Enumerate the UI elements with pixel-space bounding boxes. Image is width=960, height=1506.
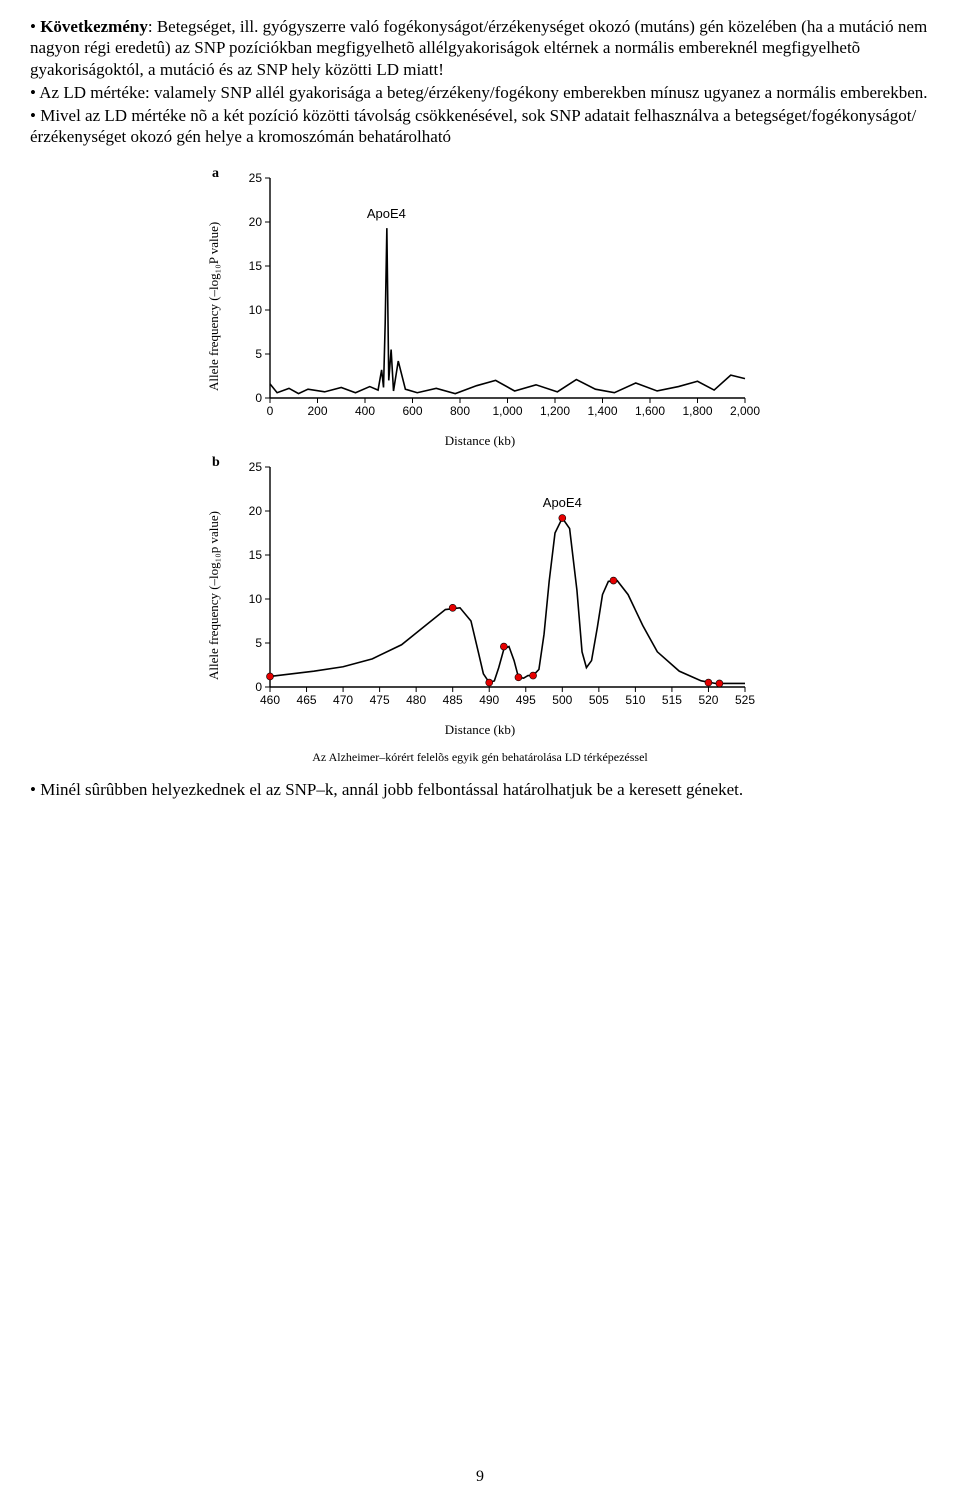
chart-a-xlabel: Distance (kb): [200, 433, 760, 449]
svg-text:460: 460: [260, 693, 280, 707]
page-number: 9: [0, 1468, 960, 1486]
chart-a: a 0 5 10 15 20 25 0 200 400 600 800 1,000 1,200 1,400…: [200, 166, 760, 449]
svg-text:10: 10: [249, 303, 263, 317]
svg-text:485: 485: [443, 693, 463, 707]
svg-text:510: 510: [625, 693, 645, 707]
bullet-1: • Következmény: Betegséget, ill. gyógysz…: [30, 16, 930, 80]
svg-text:2,000: 2,000: [730, 404, 760, 418]
chart-a-svg: 0 5 10 15 20 25 0 200 400 600 800 1,000 1,200 1,400 1,…: [200, 166, 760, 426]
svg-text:475: 475: [370, 693, 390, 707]
svg-text:600: 600: [402, 404, 422, 418]
svg-text:20: 20: [249, 504, 263, 518]
svg-text:1,800: 1,800: [682, 404, 712, 418]
svg-text:465: 465: [297, 693, 317, 707]
svg-text:1,400: 1,400: [587, 404, 617, 418]
figure-container: a 051015202502004006008001,0001,2001,400…: [200, 166, 760, 738]
svg-text:25: 25: [249, 171, 263, 185]
svg-text:0: 0: [255, 680, 262, 694]
svg-text:1,000: 1,000: [492, 404, 522, 418]
svg-text:495: 495: [516, 693, 536, 707]
bullet-4: • Minél sûrûbben helyezkednek el az SNP–…: [30, 779, 930, 800]
svg-text:1,200: 1,200: [540, 404, 570, 418]
svg-text:10: 10: [249, 592, 263, 606]
chart-b-svg: 0510152025460465470475480485490495500505…: [200, 455, 760, 715]
svg-text:20: 20: [249, 215, 263, 229]
panel-label-b: b: [212, 455, 220, 471]
svg-text:5: 5: [255, 636, 262, 650]
svg-text:800: 800: [450, 404, 470, 418]
figure-caption: Az Alzheimer–kórért felelõs egyik gén be…: [30, 750, 930, 765]
bullet-3: • Mivel az LD mértéke nõ a két pozíció k…: [30, 105, 930, 148]
panel-label-a: a: [212, 166, 219, 182]
chart-a-ylabel: Allele frequency (–log₁₀P value): [206, 221, 222, 390]
svg-text:1,600: 1,600: [635, 404, 665, 418]
svg-text:490: 490: [479, 693, 499, 707]
svg-text:200: 200: [307, 404, 327, 418]
chart-b-ylabel: Allele frequency (–log₁₀p value): [206, 511, 222, 680]
svg-text:25: 25: [249, 460, 263, 474]
svg-text:515: 515: [662, 693, 682, 707]
chart-b: b 05101520254604654704754804854904955005…: [200, 455, 760, 738]
svg-text:ApoE4: ApoE4: [367, 206, 406, 221]
svg-text:5: 5: [255, 347, 262, 361]
svg-text:400: 400: [355, 404, 375, 418]
svg-text:505: 505: [589, 693, 609, 707]
svg-text:525: 525: [735, 693, 755, 707]
svg-text:ApoE4: ApoE4: [543, 495, 582, 510]
svg-text:480: 480: [406, 693, 426, 707]
svg-text:0: 0: [267, 404, 274, 418]
svg-text:15: 15: [249, 548, 263, 562]
svg-text:520: 520: [698, 693, 718, 707]
chart-b-xlabel: Distance (kb): [200, 722, 760, 738]
svg-text:0: 0: [255, 391, 262, 405]
svg-text:500: 500: [552, 693, 572, 707]
svg-text:470: 470: [333, 693, 353, 707]
bullet-2: • Az LD mértéke: valamely SNP allél gyak…: [30, 82, 930, 103]
bullet-1-rest: : Betegséget, ill. gyógyszerre való fogé…: [30, 17, 927, 79]
svg-text:15: 15: [249, 259, 263, 273]
bullet-1-bold: Következmény: [40, 17, 148, 36]
